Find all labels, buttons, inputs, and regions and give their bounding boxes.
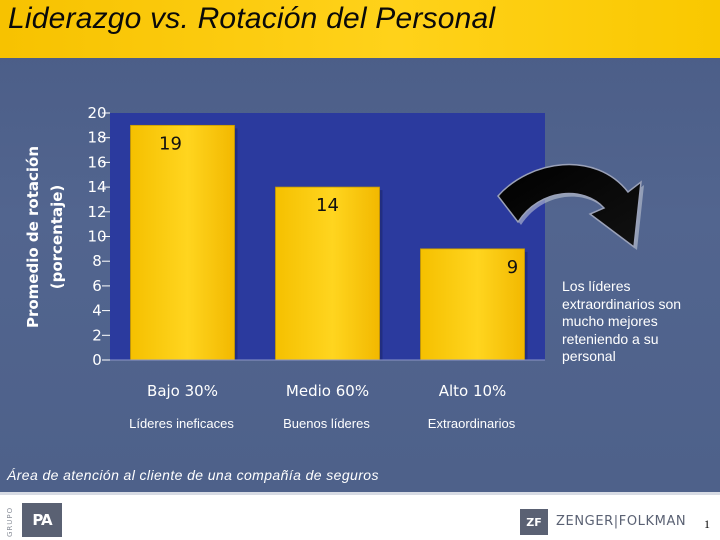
footer [0, 492, 720, 540]
footer-divider [0, 492, 720, 495]
y-tick-label: 4 [92, 302, 102, 320]
bar-data-label: 19 [159, 133, 182, 154]
slide-title: Liderazgo vs. Rotación del Personal [8, 2, 496, 35]
grupo-pa-logo: GRUPO PA [6, 503, 62, 537]
zenger-folkman-wordmark: ZENGER|FOLKMAN [556, 514, 687, 529]
x-category-label: Medio 60% [286, 382, 369, 400]
bar-chart: 0 2 4 6 8 10 12 14 16 18 20 19 Bajo 30% Líderes inef… [24, 104, 644, 431]
y-axis-label-line1: Promedio de rotación [24, 146, 42, 328]
x-category-label: Bajo 30% [147, 382, 218, 400]
page-number: 1 [704, 517, 710, 531]
y-tick-label: 16 [87, 153, 106, 171]
y-tick-label: 0 [92, 351, 102, 369]
y-tick-label: 18 [87, 129, 106, 147]
pa-logo-mark: PA [22, 503, 62, 537]
source-caption: Área de atención al cliente de una compa… [7, 467, 379, 483]
y-tick-label: 8 [92, 252, 102, 270]
bar-2 [275, 186, 380, 361]
x-category-sublabel: Extraordinarios [428, 416, 516, 431]
y-tick-label: 10 [87, 228, 106, 246]
annotation-text: Los líderes extraordinarios son mucho me… [562, 278, 682, 364]
y-tick-label: 2 [92, 326, 102, 344]
zf-logo-mark: ZF [520, 509, 548, 535]
x-category-sublabel: Buenos líderes [283, 416, 370, 431]
zenger-folkman-logo: ZF ZENGER|FOLKMAN [520, 507, 702, 537]
y-tick-label: 14 [87, 178, 106, 196]
x-category-label: Alto 10% [439, 382, 507, 400]
curved-arrow-icon [497, 163, 644, 250]
title-bar: Liderazgo vs. Rotación del Personal [0, 0, 720, 58]
zf-logo-text: ZF [526, 515, 542, 529]
bar-data-label: 14 [316, 195, 339, 216]
y-tick-label: 12 [87, 203, 106, 221]
y-tick-label: 6 [92, 277, 102, 295]
grupo-logo-text: GRUPO [6, 506, 14, 537]
y-axis-label-line2: (porcentaje) [48, 185, 66, 290]
bar-data-label: 9 [507, 257, 518, 278]
bar-3 [420, 248, 525, 361]
y-tick-label: 20 [87, 104, 106, 122]
bar-1 [130, 124, 235, 361]
x-category-sublabel: Líderes ineficaces [129, 416, 234, 431]
pa-logo-text: PA [32, 511, 52, 529]
